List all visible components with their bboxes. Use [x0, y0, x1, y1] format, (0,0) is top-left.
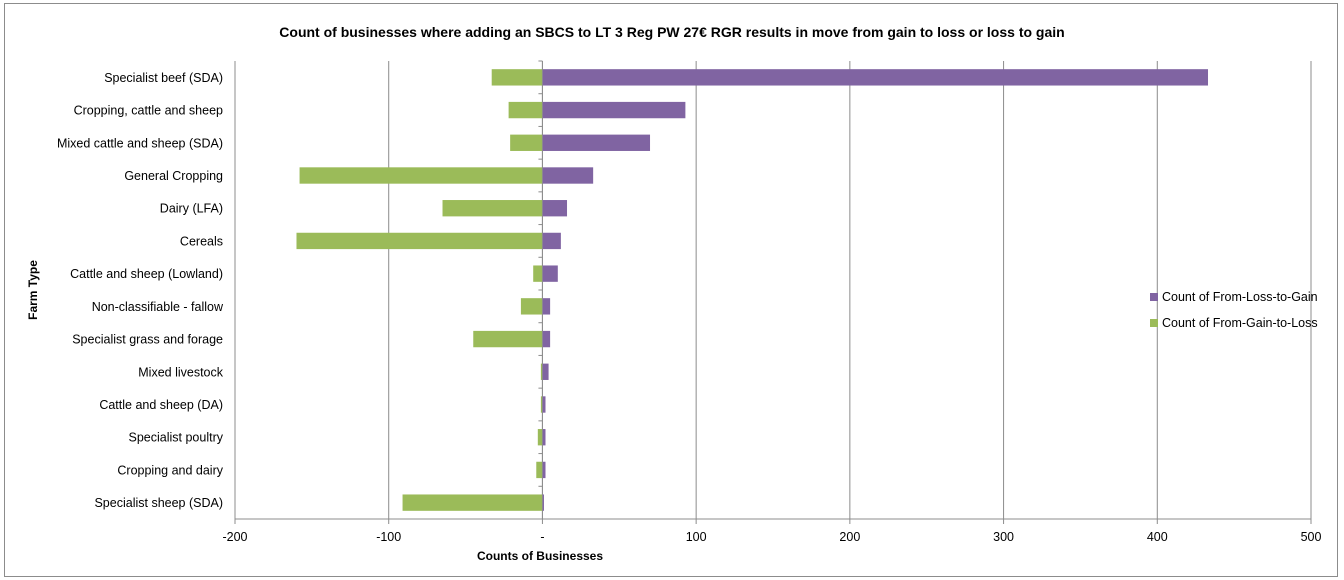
category-label: Cereals [180, 234, 223, 248]
bar-gain-to-loss [510, 134, 543, 151]
x-tick-label: -200 [222, 530, 247, 544]
bar-loss-to-gain [542, 363, 549, 380]
legend-label: Count of From-Gain-to-Loss [1162, 316, 1318, 330]
category-label: Mixed livestock [138, 365, 223, 379]
bar-loss-to-gain [542, 134, 651, 151]
legend-label: Count of From-Loss-to-Gain [1162, 290, 1318, 304]
x-tick-label: 200 [839, 530, 860, 544]
category-label: Specialist sheep (SDA) [94, 496, 223, 510]
bar-gain-to-loss [402, 494, 543, 511]
bar-loss-to-gain [542, 200, 568, 217]
category-label: Specialist grass and forage [72, 333, 223, 347]
bar-gain-to-loss [296, 232, 543, 250]
bar-loss-to-gain [542, 429, 546, 446]
axes [234, 60, 1312, 524]
bar-gain-to-loss [508, 101, 543, 119]
legend-swatch [1150, 293, 1158, 301]
bar-gain-to-loss [533, 265, 543, 282]
x-tick-label: 400 [1147, 530, 1168, 544]
category-label: Cattle and sheep (DA) [99, 398, 223, 412]
bars [296, 69, 1209, 511]
bar-loss-to-gain [542, 396, 546, 413]
category-label: Non-classifiable - fallow [92, 300, 224, 314]
category-label: Cattle and sheep (Lowland) [70, 267, 223, 281]
x-tick-label: 300 [993, 530, 1014, 544]
bar-loss-to-gain [542, 232, 561, 250]
gridlines [234, 61, 1312, 519]
category-label: Cropping and dairy [117, 463, 223, 477]
bar-gain-to-loss [536, 461, 543, 479]
x-tick-label: 100 [686, 530, 707, 544]
bar-gain-to-loss [299, 167, 543, 184]
bar-gain-to-loss [442, 200, 543, 217]
category-label: Specialist beef (SDA) [104, 71, 223, 85]
bar-gain-to-loss [473, 330, 543, 348]
category-label: Cropping, cattle and sheep [74, 104, 223, 118]
bar-gain-to-loss [540, 396, 543, 413]
x-tick-label: -100 [376, 530, 401, 544]
category-label: General Cropping [124, 169, 223, 183]
bar-loss-to-gain [542, 298, 551, 315]
bar-loss-to-gain [542, 265, 558, 282]
x-axis-title: Counts of Businesses [477, 549, 603, 563]
bar-gain-to-loss [491, 69, 543, 86]
legend-swatch [1150, 319, 1158, 327]
bar-gain-to-loss [520, 298, 543, 315]
bar-loss-to-gain [542, 101, 686, 119]
category-label: Mixed cattle and sheep (SDA) [57, 136, 223, 150]
bar-loss-to-gain [542, 69, 1209, 86]
bar-loss-to-gain [542, 461, 546, 479]
x-tick-label: 500 [1301, 530, 1322, 544]
bar-loss-to-gain [542, 167, 594, 184]
y-axis-title: Farm Type [26, 260, 40, 320]
bar-gain-to-loss [537, 429, 543, 446]
bar-loss-to-gain [542, 494, 544, 511]
x-tick-label: - [540, 530, 544, 544]
chart-svg: Count of businesses where adding an SBCS… [26, 24, 1322, 563]
category-label: Specialist poultry [129, 431, 224, 445]
bar-gain-to-loss [540, 363, 543, 380]
category-label: Dairy (LFA) [160, 202, 223, 216]
chart-frame: Count of businesses where adding an SBCS… [4, 3, 1338, 577]
chart-title: Count of businesses where adding an SBCS… [279, 24, 1064, 40]
legend: Count of From-Loss-to-Gain Count of From-… [1150, 290, 1318, 330]
bar-loss-to-gain [542, 330, 551, 348]
